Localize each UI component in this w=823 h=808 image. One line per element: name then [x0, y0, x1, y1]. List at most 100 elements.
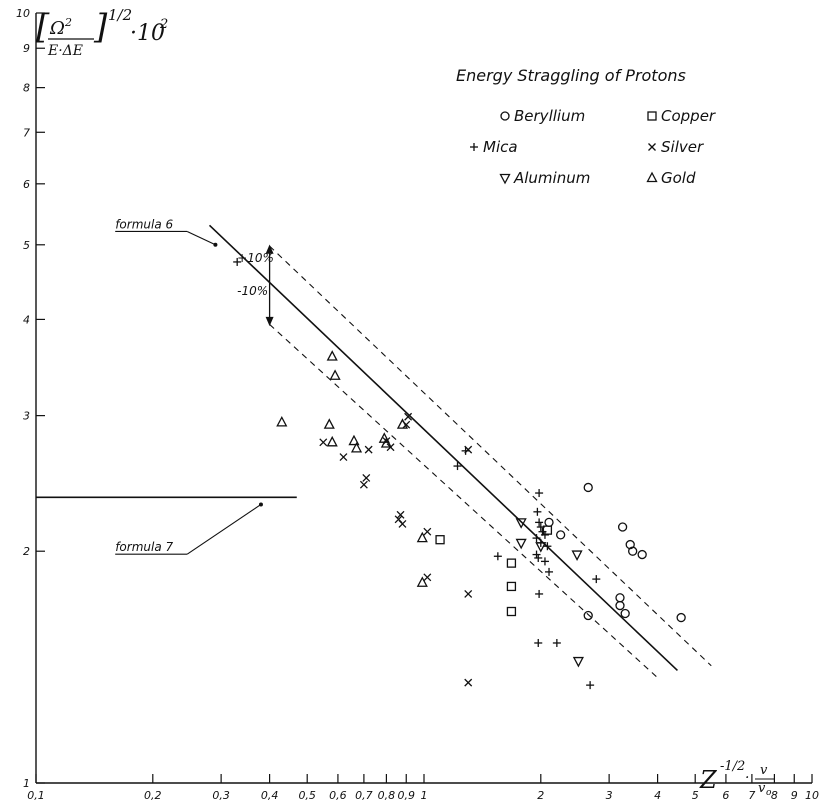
- point-copper: [542, 525, 553, 535]
- point-silver: [423, 573, 432, 582]
- point-gold: [348, 434, 360, 446]
- line--10-: [269, 324, 658, 679]
- line--10-: [269, 245, 712, 667]
- point-aluminum: [572, 656, 584, 668]
- point-aluminum: [535, 542, 547, 553]
- point-mica: [534, 638, 543, 647]
- point-mica: [592, 575, 601, 584]
- point-gold: [396, 418, 409, 429]
- point-silver: [464, 445, 473, 454]
- legend-item-gold: Gold: [646, 169, 696, 187]
- point-beryllium: [555, 530, 566, 540]
- annotation-text: -10%: [237, 284, 268, 298]
- legend-label: Aluminum: [513, 169, 590, 187]
- point-silver: [339, 453, 348, 462]
- y-tick-label: 8: [23, 82, 30, 95]
- x-tick-label: 0,1: [27, 789, 45, 802]
- point-mica: [535, 518, 544, 527]
- y-tick-label: 9: [23, 42, 30, 55]
- point-mica: [540, 530, 549, 539]
- ylabel-factor-exp: 2: [159, 17, 168, 32]
- chart-title: Energy Straggling of Protons: [456, 66, 686, 85]
- y-tick-label: 3: [23, 410, 30, 423]
- point-mica: [552, 638, 561, 647]
- y-tick-label: 7: [23, 126, 30, 139]
- legend: Beryllium Mica Aluminum Copper Silver Gold: [470, 107, 716, 187]
- legend-item-copper: Copper: [647, 107, 716, 125]
- point-gold: [276, 415, 288, 427]
- x-tick-label: 0,5: [298, 789, 316, 802]
- annotation-text: +10%: [237, 251, 274, 265]
- annotation-text: formula 6: [115, 217, 173, 231]
- chart-annotations: formula 6 formula 7 +10% -10%: [115, 217, 274, 555]
- x-tick-label: 2: [537, 789, 544, 802]
- point-silver: [359, 480, 368, 489]
- point-silver: [423, 527, 432, 536]
- y-tick-label: 5: [23, 239, 30, 252]
- point-mica: [586, 681, 595, 690]
- x-tick-label: 0,3: [212, 789, 230, 802]
- point-silver: [362, 473, 371, 482]
- point-mica: [540, 557, 549, 566]
- point-beryllium: [617, 522, 628, 532]
- point-mica: [532, 534, 541, 543]
- x-tick-label: 9: [791, 789, 798, 802]
- x-tick-label: 0,4: [261, 789, 279, 802]
- point-copper: [506, 581, 517, 592]
- annotation-10: +10%: [237, 251, 274, 265]
- point-mica: [535, 489, 544, 498]
- point-gold: [329, 369, 341, 380]
- legend-marker-mica: [470, 143, 478, 151]
- x-tick-label: 8: [771, 789, 778, 802]
- x-tick-label: 0,7: [355, 789, 373, 802]
- line-formula-6: [208, 224, 678, 672]
- legend-marker-silver: [648, 143, 656, 151]
- legend-label: Silver: [661, 138, 704, 156]
- svg-text:[: [: [36, 7, 50, 47]
- ylabel-denominator: E·ΔE: [47, 43, 83, 59]
- y-tick-label: 2: [23, 545, 30, 558]
- xlabel-v0: v: [758, 781, 766, 796]
- x-tick-label: 1: [421, 789, 428, 802]
- y-axis-label: [ Ω 2 E·ΔE ] 1/2 ·10 2: [36, 6, 168, 59]
- x-tick-label: 0,9: [397, 789, 415, 802]
- point-silver: [319, 438, 328, 447]
- point-copper: [435, 535, 445, 545]
- ylabel-factor: ·10: [130, 21, 165, 46]
- point-silver: [464, 678, 473, 687]
- point-gold: [350, 441, 363, 453]
- legend-label: Gold: [661, 169, 696, 187]
- legend-item-mica: Mica: [470, 138, 518, 156]
- xlabel-v: v: [760, 763, 768, 778]
- legend-label: Beryllium: [514, 107, 585, 125]
- point-silver: [398, 519, 407, 528]
- chart-axes: 0,1 0,2 0,3 0,4 0,5 0,6 0,7 0,8 0,9 1 2 3 4 5 6 7 8 9 1012…: [16, 7, 819, 802]
- point-mica: [533, 507, 542, 516]
- xlabel-z: Z: [699, 766, 718, 794]
- legend-item-silver: Silver: [648, 138, 704, 156]
- legend-marker-aluminum: [499, 173, 511, 185]
- point-beryllium: [615, 600, 625, 611]
- point-copper: [506, 558, 517, 568]
- x-tick-label: 10: [805, 789, 819, 802]
- point-mica: [233, 257, 242, 266]
- x-tick-label: 4: [654, 789, 661, 802]
- point-mica: [534, 553, 543, 562]
- x-tick-label: 6: [722, 789, 729, 802]
- point-beryllium: [583, 482, 593, 493]
- chart-lines: [36, 224, 712, 679]
- y-tick-label: 4: [23, 313, 30, 326]
- point-silver: [364, 445, 373, 454]
- x-tick-label: 3: [606, 789, 613, 802]
- point-mica: [543, 542, 552, 551]
- xlabel-v0-sub: o: [766, 788, 772, 798]
- x-tick-label: 0,2: [144, 789, 162, 802]
- point-mica: [461, 446, 470, 455]
- y-tick-label: 1: [23, 777, 30, 790]
- ylabel-numerator-exp: 2: [64, 16, 72, 29]
- legend-item-beryllium: Beryllium: [500, 107, 585, 125]
- point-mica: [493, 552, 502, 561]
- point-gold: [326, 435, 338, 447]
- y-tick-label: 6: [23, 178, 30, 191]
